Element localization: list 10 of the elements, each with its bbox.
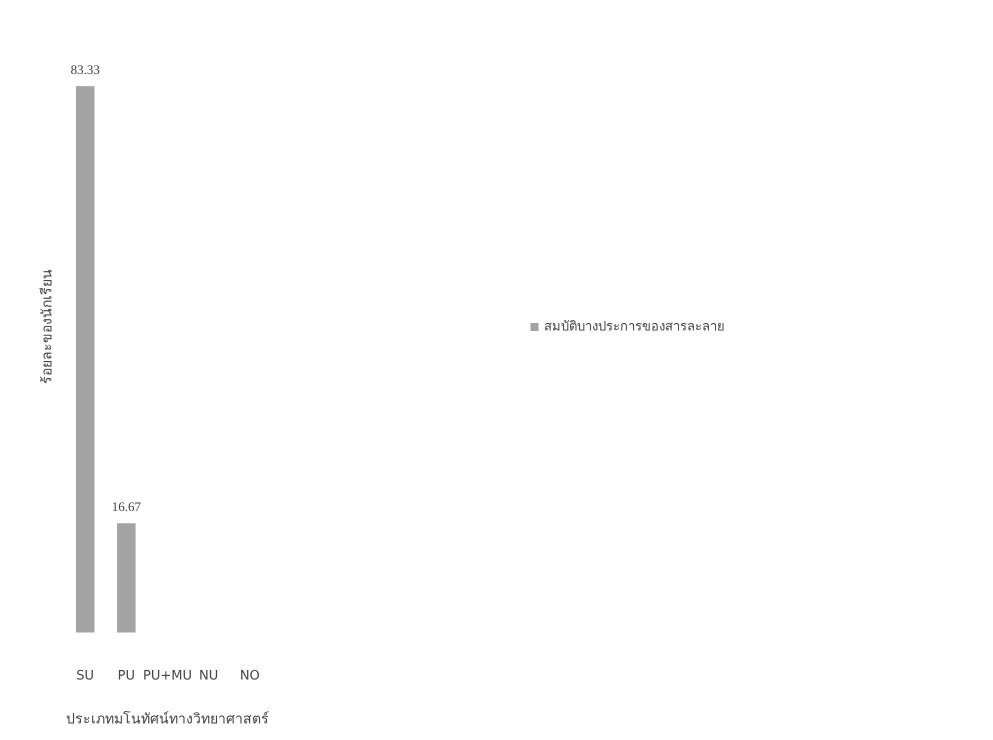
y-axis-title: ร้อยละของนักเรียน xyxy=(40,269,56,384)
x-tick-label: NO xyxy=(240,668,260,684)
data-label: 16.67 xyxy=(112,499,142,514)
legend-label: สมบัติบางประการของสารละลาย xyxy=(544,318,725,336)
x-tick-label: NU xyxy=(199,668,218,684)
data-label: 83.33 xyxy=(70,62,100,78)
x-tick-label: PU+MU xyxy=(143,668,192,684)
x-tick-label: SU xyxy=(76,668,94,684)
x-axis-title: ประเภทมโนทัศน์ทางวิทยาศาสตร์ xyxy=(66,710,269,728)
x-tick-label: PU xyxy=(118,668,136,684)
